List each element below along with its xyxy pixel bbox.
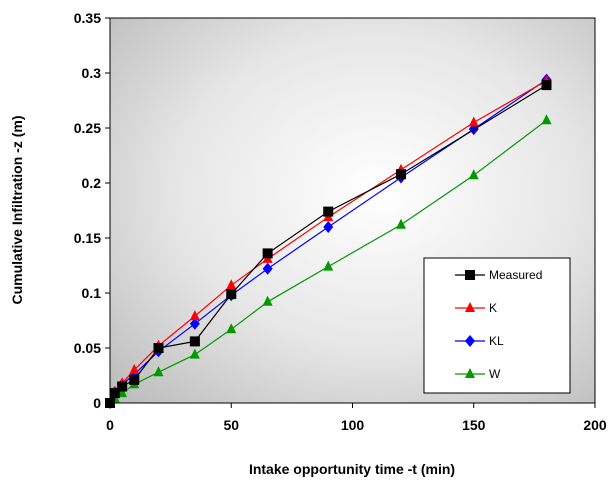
y-tick-label: 0.35 (74, 10, 101, 26)
legend-label: Measured (489, 268, 542, 282)
legend-item-measured: Measured (455, 268, 542, 282)
data-point (189, 336, 200, 347)
data-point (189, 317, 200, 330)
legend-item-w: W (455, 367, 501, 381)
data-point (262, 295, 273, 306)
legend-marker (465, 335, 475, 347)
legend-item-kl: KL (455, 334, 504, 348)
x-tick-label: 100 (341, 417, 365, 433)
data-point (468, 169, 479, 180)
data-point (226, 279, 237, 290)
legend-label: K (489, 301, 497, 315)
y-tick-label: 0.05 (74, 340, 101, 356)
y-tick-labels: 0 0.05 0.1 0.15 0.2 0.25 0.3 0.35 (74, 10, 101, 411)
series-w (105, 114, 552, 407)
data-point (396, 169, 406, 180)
series-group (105, 73, 552, 409)
x-tick-labels: 0 50 100 150 200 (106, 417, 607, 433)
y-tick-label: 0.25 (74, 120, 101, 136)
x-tick-label: 200 (583, 417, 607, 433)
data-point (117, 381, 128, 392)
x-tick-label: 150 (462, 417, 486, 433)
legend-label: KL (489, 334, 504, 348)
legend-label: W (489, 367, 501, 381)
data-point (262, 248, 273, 259)
y-tick-label: 0.1 (82, 285, 102, 301)
y-tick-label: 0 (93, 395, 101, 411)
y-tick-label: 0.15 (74, 230, 101, 246)
data-point (323, 221, 334, 233)
legend-marker (465, 368, 475, 378)
x-axis-title: Intake opportunity time -t (min) (249, 461, 455, 477)
data-point (323, 206, 334, 217)
data-point (153, 343, 164, 353)
legend: Measured K KL W (423, 257, 571, 394)
legend-marker (465, 302, 475, 312)
data-point (468, 116, 479, 127)
data-point (189, 348, 200, 359)
series-measured (105, 80, 552, 408)
legend-item-k: K (455, 301, 497, 315)
data-point (262, 262, 273, 275)
x-tick-label: 0 (106, 417, 114, 433)
data-point (189, 310, 200, 321)
x-tick-label: 50 (223, 417, 239, 433)
y-axis-title: Cumulative Infiltration -z (m) (9, 116, 25, 305)
data-point (323, 260, 334, 271)
data-point (541, 114, 552, 125)
data-point (109, 388, 120, 399)
data-point (129, 374, 140, 385)
data-point (153, 366, 164, 377)
legend-box (423, 257, 571, 394)
data-point (541, 80, 552, 91)
data-point (105, 398, 115, 408)
y-tick-label: 0.3 (82, 65, 102, 81)
data-point (226, 323, 237, 334)
data-point (396, 218, 406, 229)
y-tick-label: 0.2 (82, 175, 102, 191)
data-point (129, 364, 140, 374)
data-point (226, 289, 237, 300)
legend-marker (465, 270, 475, 280)
